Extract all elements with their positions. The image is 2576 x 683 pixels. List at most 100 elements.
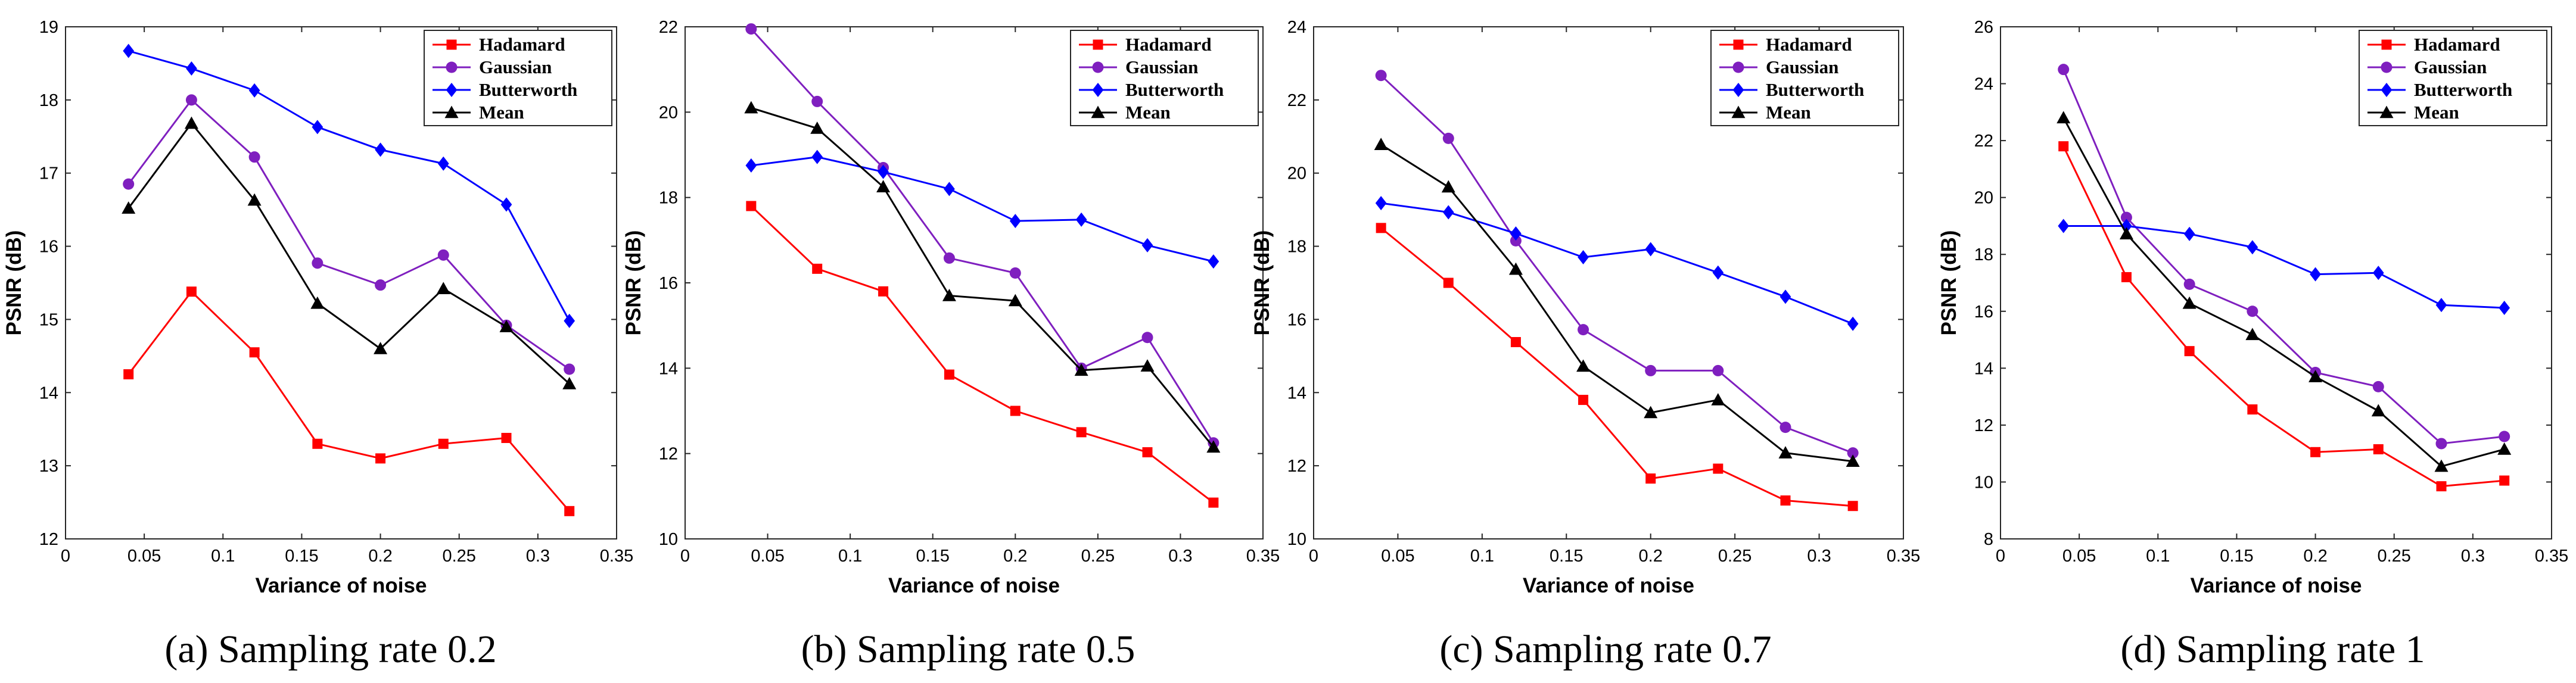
x-tick-label: 0.1: [838, 547, 862, 566]
data-point-hadamard: [1645, 473, 1656, 484]
series-mean: [744, 101, 1221, 453]
legend-marker: [1731, 105, 1746, 118]
series-line-hadamard: [127, 291, 570, 512]
data-point-butterworth: [1779, 289, 1791, 304]
x-axis-label: Variance of noise: [256, 574, 427, 597]
data-point-butterworth: [123, 43, 135, 58]
data-point-butterworth: [1141, 238, 1153, 252]
x-tick-label: 0.3: [526, 547, 550, 566]
series-gaussian: [1375, 70, 1859, 459]
data-point-mean: [2497, 442, 2512, 455]
data-point-hadamard: [2058, 141, 2069, 152]
data-point-gaussian: [185, 94, 197, 106]
legend-label: Gaussian: [479, 57, 552, 77]
y-tick-label: 13: [39, 457, 58, 476]
plot-frame: [1313, 26, 1904, 539]
y-tick-label: 20: [659, 103, 678, 122]
x-tick-label: 0.1: [211, 547, 235, 566]
legend-label: Gaussian: [1766, 57, 1838, 77]
data-point-gaussian: [312, 257, 323, 269]
data-point-gaussian: [2120, 211, 2132, 223]
data-point-mean: [1644, 406, 1658, 419]
data-point-hadamard: [2436, 481, 2447, 492]
y-tick-label: 18: [39, 91, 58, 110]
series-line-butterworth: [2063, 224, 2505, 309]
data-point-butterworth: [186, 61, 197, 76]
data-point-gaussian: [2058, 64, 2070, 76]
data-point-mean: [2434, 459, 2449, 472]
data-point-hadamard: [1010, 406, 1021, 416]
legend-marker: [1091, 105, 1105, 118]
legend-marker: [1092, 61, 1104, 73]
data-point-butterworth: [811, 149, 823, 164]
series-line-mean: [751, 107, 1215, 448]
x-tick-label: 0: [61, 547, 70, 566]
series-line-butterworth: [128, 50, 571, 322]
data-point-butterworth: [1510, 226, 1522, 241]
data-point-hadamard: [2121, 272, 2132, 282]
data-point-hadamard: [375, 453, 386, 464]
data-point-gaussian: [123, 178, 135, 190]
legend-label: Butterworth: [1125, 79, 1224, 100]
y-tick-label: 26: [1974, 18, 1993, 37]
data-point-butterworth: [878, 164, 889, 179]
data-point-hadamard: [1208, 497, 1219, 508]
series-line-mean: [2062, 117, 2505, 467]
legend-marker: [446, 83, 458, 97]
legend-label: Butterworth: [479, 79, 577, 100]
data-point-mean: [942, 289, 956, 301]
x-tick-label: 0.15: [1550, 547, 1583, 566]
data-point-butterworth: [2435, 298, 2447, 313]
data-point-gaussian: [1847, 447, 1859, 459]
data-point-hadamard: [438, 438, 449, 449]
legend-label: Hadamard: [1766, 34, 1852, 55]
data-point-gaussian: [1375, 70, 1387, 82]
y-axis-label: PSNR (dB): [2, 230, 26, 336]
y-tick-label: 12: [1974, 416, 1993, 435]
data-point-gaussian: [2183, 278, 2195, 290]
y-tick-label: 17: [39, 164, 58, 183]
data-point-butterworth: [1578, 250, 1589, 264]
y-tick-label: 16: [1287, 310, 1306, 329]
data-point-mean: [374, 342, 388, 354]
x-tick-label: 0.35: [1887, 547, 1920, 566]
data-point-hadamard: [1510, 337, 1521, 348]
x-tick-label: 0.2: [1639, 547, 1663, 566]
legend-marker: [2379, 105, 2394, 118]
data-point-mean: [2057, 111, 2071, 124]
y-tick-label: 18: [1974, 245, 1993, 264]
data-point-mean: [1374, 138, 1388, 150]
x-tick-label: 0.2: [368, 547, 392, 566]
y-tick-label: 16: [659, 274, 678, 293]
data-point-gaussian: [1510, 235, 1522, 247]
data-point-gaussian: [1779, 422, 1791, 433]
y-tick-label: 12: [39, 530, 58, 549]
legend-label: Mean: [1125, 102, 1171, 123]
series-butterworth: [123, 43, 575, 328]
data-point-hadamard: [1578, 395, 1589, 406]
legend-marker: [1732, 61, 1744, 73]
x-axis-label: Variance of noise: [2191, 574, 2362, 597]
x-tick-label: 0.05: [127, 547, 161, 566]
data-point-hadamard: [123, 369, 134, 380]
y-tick-label: 8: [1984, 530, 1993, 549]
series-butterworth: [2058, 219, 2510, 316]
data-point-butterworth: [2499, 301, 2510, 316]
series-line-hadamard: [2062, 146, 2505, 488]
x-tick-label: 0.25: [1718, 547, 1751, 566]
chart-panel-3: 0 0.05 0.1 0.15 0.2 0.25 0.3 0.35 10 12 14 16 18 20 22…: [1250, 18, 1920, 671]
data-point-mean: [2119, 227, 2133, 240]
data-point-hadamard: [812, 263, 823, 274]
data-point-mean: [2371, 404, 2385, 417]
legend-marker: [2381, 61, 2393, 73]
y-tick-label: 22: [659, 18, 678, 37]
x-tick-label: 0.35: [1246, 547, 1280, 566]
data-point-hadamard: [878, 286, 889, 297]
x-tick-label: 0.25: [1081, 547, 1115, 566]
series-line-gaussian: [127, 99, 570, 370]
x-tick-label: 0.35: [2535, 547, 2568, 566]
series-gaussian: [123, 94, 575, 375]
x-tick-label: 0.3: [2461, 547, 2485, 566]
